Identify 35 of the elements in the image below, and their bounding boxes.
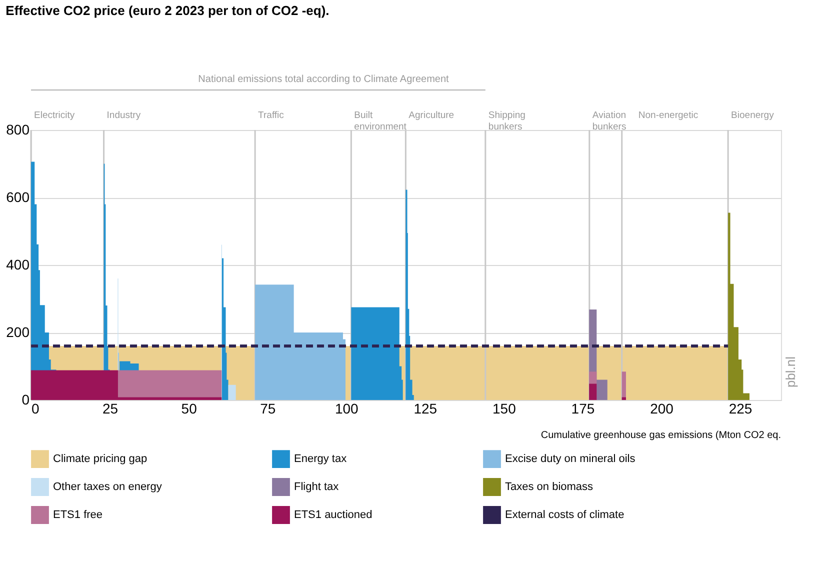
legend-label: Taxes on biomass xyxy=(505,481,594,493)
x-tick-label: 125 xyxy=(414,400,438,416)
x-axis-title: Cumulative greenhouse gas emissions (Mton CO2 eq. xyxy=(540,430,781,441)
legend-label: Excise duty on mineral oils xyxy=(505,453,636,466)
y-tick-label: 800 xyxy=(6,122,30,138)
chart-title: Effective CO2 price (euro 2 2023 per ton of CO2 -eq). xyxy=(6,3,330,18)
ref-line-label: Agriculture xyxy=(408,110,454,121)
legend-label: Climate pricing gap xyxy=(53,453,148,466)
legend-label: External costs of climate xyxy=(505,509,624,521)
ref-line-label: Built environment xyxy=(354,110,407,132)
x-tick-label: 150 xyxy=(492,400,516,416)
x-tick-label: 75 xyxy=(260,400,276,416)
y-tick-label: 200 xyxy=(6,324,30,340)
x-tick-label: 100 xyxy=(334,400,359,416)
y-tick-label: 600 xyxy=(6,189,30,205)
ref-line-label: Traffic xyxy=(258,110,284,121)
ref-line-label: Industry xyxy=(106,110,141,121)
legend-label: ETS1 auctioned xyxy=(294,509,372,521)
x-tick-label: 200 xyxy=(650,400,674,416)
x-tick-label: 225 xyxy=(728,400,752,416)
ref-line-label: Bioenergy xyxy=(731,110,774,121)
ref-line-label: Non-energetic xyxy=(638,110,698,121)
ref-line-label: Shipping bunkers xyxy=(488,110,526,132)
y-tick-label: 400 xyxy=(6,256,30,272)
x-tick-label: 50 xyxy=(181,400,198,416)
legend-label: Other taxes on energy xyxy=(53,481,162,493)
x-tick-label: 25 xyxy=(102,400,118,416)
text: pbl.nl xyxy=(783,356,798,388)
text: National emissions total according to Climate Agreement xyxy=(198,74,450,85)
ref-line-label: Aviation bunkers xyxy=(592,110,626,132)
legend-label: Energy tax xyxy=(294,453,348,466)
legend-label: Flight tax xyxy=(294,481,340,493)
legend-label: ETS1 free xyxy=(53,509,103,521)
x-tick-label: 175 xyxy=(571,400,595,416)
ref-line-label: Electricity xyxy=(34,110,75,121)
